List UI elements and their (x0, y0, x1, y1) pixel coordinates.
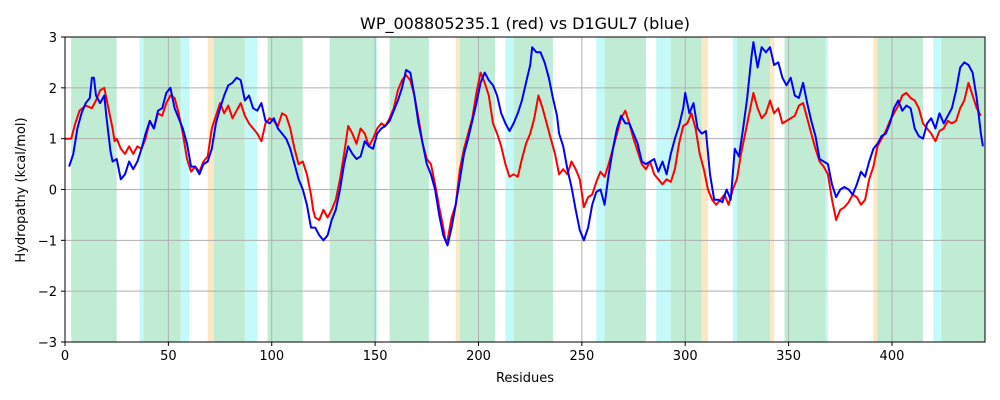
x-tick-label: 200 (466, 349, 491, 364)
x-tick-label: 100 (259, 349, 284, 364)
x-tick-label: 250 (569, 349, 594, 364)
chart-title: WP_008805235.1 (red) vs D1GUL7 (blue) (360, 14, 690, 34)
x-axis: 0 50 100 150 200 250 300 350 400 (61, 342, 905, 364)
y-tick-label: 3 (49, 31, 57, 46)
x-tick-label: 400 (880, 349, 905, 364)
x-tick-label: 150 (363, 349, 388, 364)
x-tick-label: 0 (61, 349, 69, 364)
y-tick-label: −3 (38, 336, 57, 351)
x-axis-label: Residues (496, 371, 554, 386)
y-tick-label: −2 (38, 285, 57, 300)
x-tick-label: 300 (673, 349, 698, 364)
x-tick-label: 350 (776, 349, 801, 364)
y-axis: −3 −2 −1 0 1 2 3 (38, 31, 65, 351)
x-tick-label: 50 (160, 349, 177, 364)
y-tick-label: 2 (49, 82, 57, 97)
y-tick-label: 0 (49, 184, 57, 199)
series-line-blue (68, 41, 984, 247)
y-tick-label: −1 (38, 234, 57, 249)
series-line-red (65, 71, 982, 242)
y-tick-label: 1 (49, 133, 57, 148)
y-axis-label: Hydropathy (kcal/mol) (14, 117, 29, 262)
series-lines (65, 41, 984, 247)
